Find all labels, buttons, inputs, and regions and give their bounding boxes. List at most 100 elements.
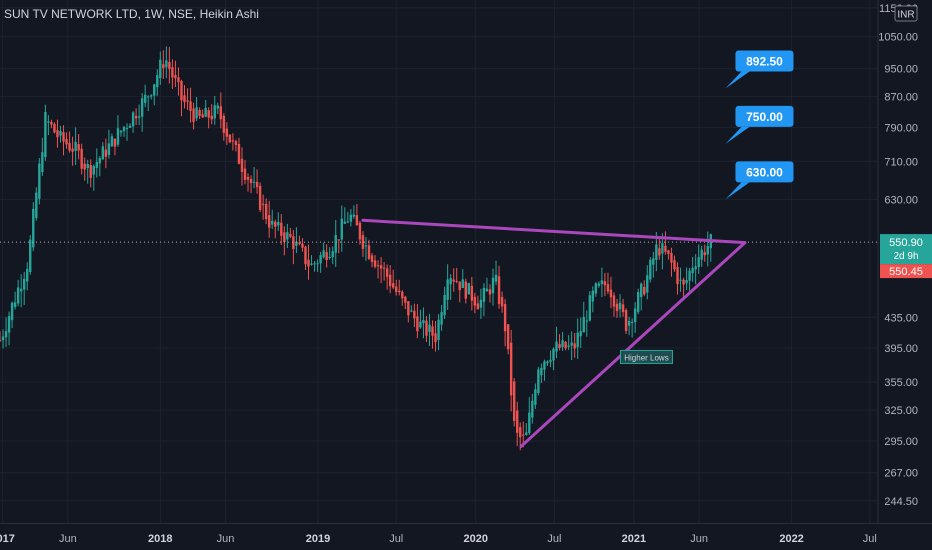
x-tick-label: Jun (217, 533, 235, 545)
candle-body (479, 299, 483, 308)
candle-body (328, 256, 331, 259)
candle-body (440, 312, 443, 325)
candle (47, 115, 50, 136)
candle-body (246, 176, 250, 180)
candle-body (506, 324, 510, 350)
candle (225, 122, 229, 145)
candle (228, 134, 232, 144)
candle-body (649, 259, 652, 280)
candlestick-series (0, 46, 712, 451)
callout-box (735, 105, 794, 127)
currency-badge[interactable]: INR (894, 5, 918, 22)
candle-body (1, 336, 5, 341)
candle-body (140, 98, 144, 117)
candle (95, 148, 98, 178)
annotations[interactable]: 892.50 750.00 630.00 Higher Lows (619, 50, 794, 364)
candle-body (213, 105, 216, 119)
price-axis[interactable]: 1150.001050.00950.00870.00790.00710.0063… (877, 0, 932, 523)
candle-body (44, 112, 47, 158)
candle-body (670, 253, 673, 263)
candle-body (180, 80, 183, 101)
candle-body (322, 250, 325, 258)
candle (582, 301, 585, 333)
candle-body (295, 241, 298, 246)
candle-body (682, 279, 685, 285)
candle-body (655, 244, 658, 260)
candle (497, 265, 501, 309)
candle-body (697, 257, 700, 268)
candle (473, 292, 477, 314)
candle (267, 200, 271, 238)
candle (316, 259, 319, 272)
candle-body (431, 326, 434, 336)
candle (370, 253, 374, 268)
candle-body (53, 123, 56, 133)
candle-body (413, 310, 416, 319)
candle-body (615, 303, 619, 312)
x-tick-label: 2020 (463, 533, 487, 545)
candle-body (264, 203, 268, 220)
candle-body (201, 114, 204, 118)
candle (32, 201, 35, 252)
candle-body (249, 179, 253, 183)
candle-body (207, 110, 210, 118)
candle-body (667, 250, 670, 255)
candle (101, 142, 105, 160)
candle-body (116, 128, 120, 145)
candle-body (255, 181, 259, 188)
candle (174, 60, 177, 88)
candle-body (425, 320, 428, 336)
x-tick-label: Jun (59, 533, 77, 545)
candle-body (540, 367, 543, 376)
candle (358, 220, 362, 245)
candle (150, 94, 153, 100)
candle-body (349, 214, 353, 222)
candle (313, 260, 316, 272)
candle-body (219, 106, 222, 120)
candle-body (186, 100, 189, 102)
y-tick-label: 435.00 (884, 312, 918, 324)
candle (455, 267, 458, 284)
y-tick-label: 395.00 (884, 343, 918, 355)
candle-body (606, 284, 610, 292)
candle-body (576, 332, 579, 348)
candle (222, 113, 226, 141)
candle-body (325, 252, 328, 261)
candle-body (355, 215, 359, 226)
candle-body (612, 295, 616, 307)
candle-body (591, 290, 595, 302)
candle (168, 47, 171, 84)
candle (388, 265, 392, 294)
candle-body (237, 143, 241, 164)
y-tick-label: 950.00 (884, 64, 918, 76)
candle (352, 205, 356, 219)
candle (509, 329, 513, 412)
trendlines[interactable] (361, 218, 747, 448)
candle (216, 102, 219, 115)
candle-body (307, 259, 310, 267)
candle (65, 132, 68, 149)
time-axis[interactable]: 2017 Jun 2018 Jun 2019 Jul 2020 Jul 2021 Jun 2022 J… (0, 523, 932, 546)
candle (186, 88, 189, 110)
candle-body (316, 263, 319, 265)
candle-body (621, 304, 625, 313)
candle-body (700, 249, 703, 260)
candle (467, 282, 471, 295)
price-target-callout: 750.00 (725, 105, 794, 144)
candle (298, 235, 301, 246)
candle-body (267, 215, 271, 228)
candle (271, 209, 274, 229)
x-tick-label: Jul (863, 533, 877, 545)
candle (277, 212, 280, 231)
candle (156, 69, 159, 96)
candle-body (555, 341, 558, 352)
candle-body (95, 161, 98, 169)
chart-grid (0, 0, 878, 523)
candle (643, 280, 646, 297)
candle (391, 269, 395, 290)
candle-body (89, 165, 92, 178)
candle (630, 318, 634, 338)
candle (10, 301, 14, 329)
candle (243, 160, 247, 185)
